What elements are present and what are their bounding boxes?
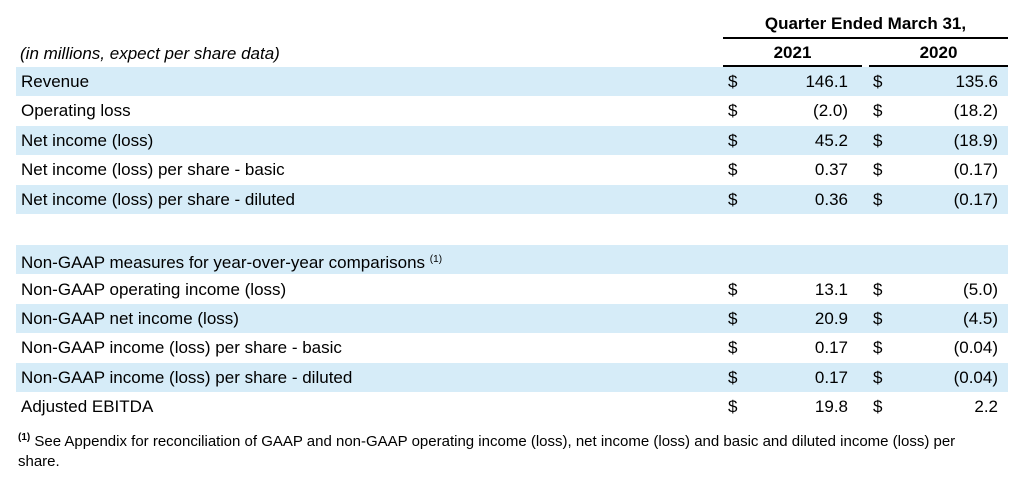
table-row: Non-GAAP net income (loss) $ 20.9 $ (4.5…: [16, 303, 1008, 333]
table-row: Net income (loss) per share - basic $ 0.…: [16, 155, 1008, 184]
currency-symbol: $: [728, 130, 738, 150]
value-2021: 45.2: [814, 130, 848, 150]
footnote-mark: (1): [18, 432, 31, 443]
value-2021: 0.37: [814, 160, 848, 180]
currency-symbol: $: [873, 101, 883, 121]
nongaap-section-header: Non-GAAP measures for year-over-year com…: [16, 245, 1008, 274]
currency-symbol: $: [873, 160, 883, 180]
row-label: Non-GAAP operating income (loss): [21, 279, 287, 299]
col-2021-rule: [723, 65, 862, 67]
footnote-text: See Appendix for reconciliation of GAAP …: [18, 433, 956, 470]
currency-symbol: $: [728, 189, 738, 209]
row-label: Net income (loss) per share - basic: [21, 160, 285, 180]
nongaap-title: Non-GAAP measures for year-over-year com…: [21, 253, 426, 272]
footnote: (1) See Appendix for reconciliation of G…: [18, 428, 978, 472]
table-row: Net income (loss) per share - diluted $ …: [16, 184, 1008, 214]
row-label: Operating loss: [21, 101, 131, 121]
currency-symbol: $: [873, 308, 883, 328]
value-2020: (0.17): [953, 189, 998, 209]
value-2020: 2.2: [974, 397, 998, 417]
value-2020: (0.04): [953, 367, 998, 387]
currency-symbol: $: [873, 130, 883, 150]
value-2020: (0.04): [953, 338, 998, 358]
table-row: Adjusted EBITDA $ 19.8 $ 2.2: [16, 392, 1008, 421]
table-row: Non-GAAP income (loss) per share - basic…: [16, 333, 1008, 362]
table-row: Non-GAAP income (loss) per share - dilut…: [16, 362, 1008, 392]
currency-symbol: $: [728, 72, 738, 91]
currency-symbol: $: [873, 279, 883, 299]
currency-symbol: $: [873, 367, 883, 387]
table-row: Net income (loss) $ 45.2 $ (18.9): [16, 125, 1008, 155]
value-2021: 20.9: [814, 308, 848, 328]
currency-symbol: $: [728, 367, 738, 387]
currency-symbol: $: [728, 338, 738, 358]
row-label: Non-GAAP income (loss) per share - basic: [21, 338, 342, 358]
currency-symbol: $: [728, 101, 738, 121]
table-row: Revenue $ 146.1 $ 135.6: [16, 67, 1008, 96]
col-2020-header: 2020: [919, 43, 958, 62]
value-2020: (4.5): [963, 308, 998, 328]
row-label: Net income (loss) per share - diluted: [21, 189, 296, 209]
period-header: Quarter Ended March 31,: [764, 14, 967, 33]
currency-symbol: $: [728, 160, 738, 180]
value-2020: (0.17): [953, 160, 998, 180]
value-2021: 13.1: [814, 279, 848, 299]
table-row: Non-GAAP operating income (loss) $ 13.1 …: [16, 275, 1008, 304]
value-2021: (2.0): [813, 101, 848, 121]
value-2021: 0.36: [814, 189, 848, 209]
currency-symbol: $: [873, 397, 883, 417]
row-label: Non-GAAP net income (loss): [21, 308, 239, 328]
value-2020: (18.2): [953, 101, 998, 121]
row-label: Adjusted EBITDA: [21, 397, 154, 417]
value-2021: 0.17: [814, 338, 848, 358]
value-2020: (18.9): [953, 130, 998, 150]
units-note: (in millions, expect per share data): [20, 44, 280, 63]
row-label: Revenue: [21, 72, 90, 91]
currency-symbol: $: [728, 308, 738, 328]
value-2020: 135.6: [955, 72, 998, 91]
value-2020: (5.0): [963, 279, 998, 299]
value-2021: 19.8: [814, 397, 848, 417]
period-rule: [723, 37, 1008, 39]
currency-symbol: $: [728, 397, 738, 417]
currency-symbol: $: [873, 189, 883, 209]
col-2020-rule: [869, 65, 1008, 67]
row-label: Net income (loss): [21, 130, 154, 150]
row-label: Non-GAAP income (loss) per share - dilut…: [21, 367, 353, 387]
value-2021: 0.17: [814, 367, 848, 387]
footnote-ref: (1): [429, 254, 443, 265]
col-2021-header: 2021: [773, 43, 812, 62]
currency-symbol: $: [728, 279, 738, 299]
currency-symbol: $: [873, 338, 883, 358]
table-row: Operating loss $ (2.0) $ (18.2): [16, 96, 1008, 125]
value-2021: 146.1: [805, 72, 848, 91]
currency-symbol: $: [873, 72, 883, 91]
